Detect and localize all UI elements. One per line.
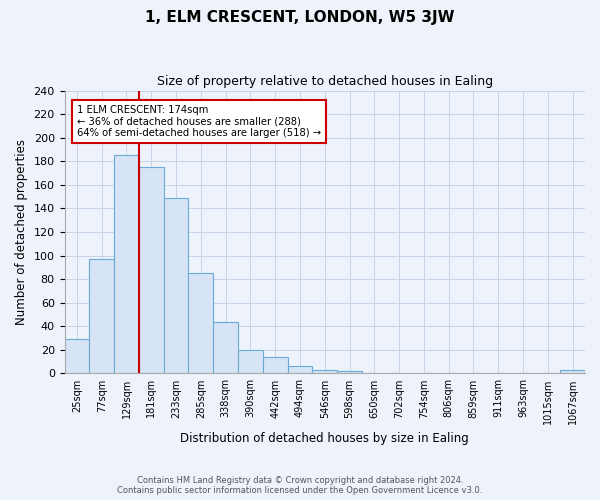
X-axis label: Distribution of detached houses by size in Ealing: Distribution of detached houses by size … (181, 432, 469, 445)
Bar (287, 366, 313, 374)
Text: 1, ELM CRESCENT, LONDON, W5 3JW: 1, ELM CRESCENT, LONDON, W5 3JW (145, 10, 455, 25)
Y-axis label: Number of detached properties: Number of detached properties (15, 139, 28, 325)
Text: Contains HM Land Registry data © Crown copyright and database right 2024.
Contai: Contains HM Land Registry data © Crown c… (118, 476, 482, 495)
Bar (337, 371, 362, 374)
Bar (164, 198, 188, 374)
Bar (560, 370, 585, 374)
Text: 1 ELM CRESCENT: 174sqm
← 36% of detached houses are smaller (288)
64% of semi-de: 1 ELM CRESCENT: 174sqm ← 36% of detached… (77, 104, 321, 138)
Bar (213, 322, 238, 374)
Title: Size of property relative to detached houses in Ealing: Size of property relative to detached ho… (157, 75, 493, 88)
Bar (313, 370, 337, 374)
Bar (188, 273, 213, 374)
Bar (89, 259, 114, 374)
Bar (114, 156, 139, 374)
Bar (238, 350, 263, 374)
Bar (139, 167, 164, 374)
Bar (65, 339, 89, 374)
Bar (263, 357, 287, 374)
